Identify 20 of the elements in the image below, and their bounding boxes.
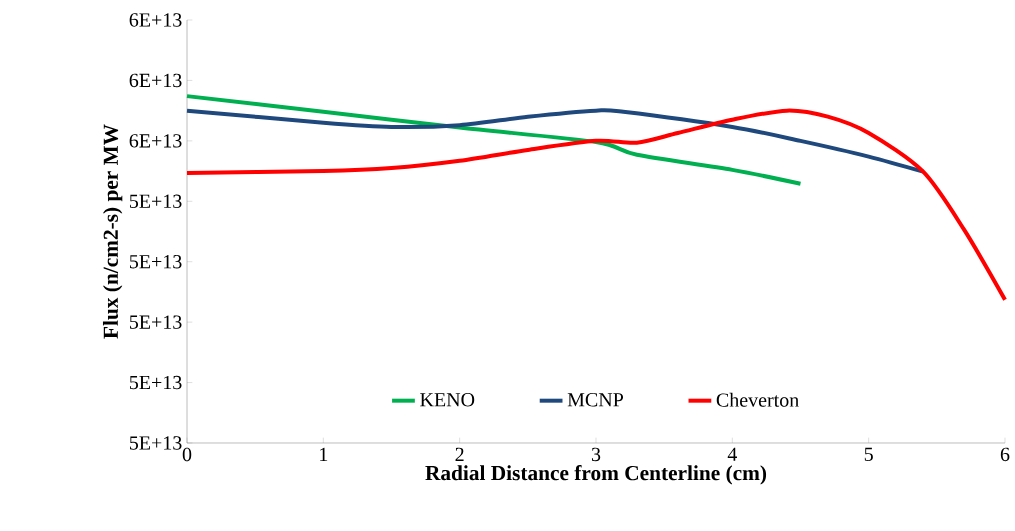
legend-label: MCNP [567,393,624,407]
x-tick-label: 2 [455,447,464,461]
x-tick-label: 1 [320,447,328,461]
y-tick-label: 6E+13 [129,73,182,88]
x-tick-label: 4 [727,447,738,461]
y-tick-label: 5E+13 [129,375,182,390]
y-tick-label: 6E+13 [129,13,182,27]
y-tick-label: 6E+13 [129,134,182,148]
y-tick-label: 5E+13 [129,315,182,329]
y-tick-label: 5E+13 [129,436,182,450]
x-tick-label: 3 [591,447,601,462]
x-axis-title: Radial Distance from Centerline (cm) [425,465,767,485]
y-axis-title: Flux (n/cm2-s) per MW [102,124,123,339]
x-tick-label: 0 [182,447,192,462]
y-tick-label: 5E+13 [129,194,182,208]
y-tick-label: 5E+13 [129,254,182,269]
x-tick-label: 6 [1000,447,1010,462]
legend-label: Cheverton [716,392,799,407]
x-tick-label: 5 [864,447,873,461]
legend-label: KENO [420,393,475,407]
